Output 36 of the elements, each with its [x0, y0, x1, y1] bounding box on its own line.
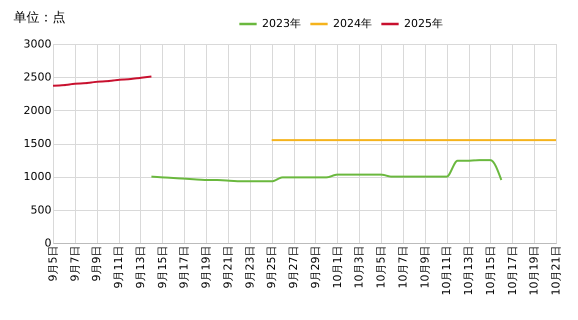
x-tick-label: 9月15日 [156, 246, 169, 288]
x-tick-label: 9月9日 [90, 246, 104, 282]
x-tick-label: 10月3日 [352, 246, 366, 288]
y-tick-label: 3000 [24, 38, 52, 50]
y-tick-label: 1500 [24, 137, 52, 150]
x-tick-label: 10月17日 [506, 246, 519, 296]
x-tick-label: 10月1日 [330, 246, 344, 288]
x-tick-label: 9月13日 [134, 246, 147, 288]
legend-label: 2024年 [333, 17, 372, 30]
x-tick-label: 10月15日 [484, 246, 497, 296]
x-tick-label: 10月11日 [440, 246, 454, 296]
x-tick-label: 9月17日 [178, 246, 191, 288]
x-tick-label: 9月23日 [243, 246, 256, 288]
line-series [52, 76, 152, 87]
x-tick-label: 9月7日 [68, 246, 82, 282]
y-tick-label: 500 [30, 203, 52, 216]
x-tick-label: 9月25日 [265, 246, 278, 288]
x-tick-label: 10月19日 [528, 246, 541, 296]
y-tick-label: 2500 [24, 70, 52, 84]
y-tick-label: 1000 [24, 170, 52, 184]
x-tick-label: 9月19日 [200, 246, 213, 288]
x-tick-label: 10月13日 [462, 246, 476, 296]
y-tick-label: 2000 [24, 104, 52, 117]
legend-label: 2023年 [262, 17, 301, 30]
x-tick-label: 10月5日 [374, 246, 388, 288]
legend-label: 2025年 [404, 17, 443, 30]
y-axis-title: 单位：点 [14, 10, 66, 26]
x-tick-label: 10月7日 [396, 246, 410, 288]
x-tick-label: 9月5日 [46, 246, 60, 282]
x-tick-label: 9月27日 [287, 246, 300, 288]
x-tick-label: 9月11日 [112, 246, 126, 288]
x-tick-label: 9月29日 [308, 246, 322, 288]
x-tick-label: 9月21日 [221, 246, 234, 288]
x-tick-label: 10月21日 [550, 246, 562, 296]
x-tick-label: 10月9日 [418, 246, 432, 288]
line-series [150, 159, 502, 182]
